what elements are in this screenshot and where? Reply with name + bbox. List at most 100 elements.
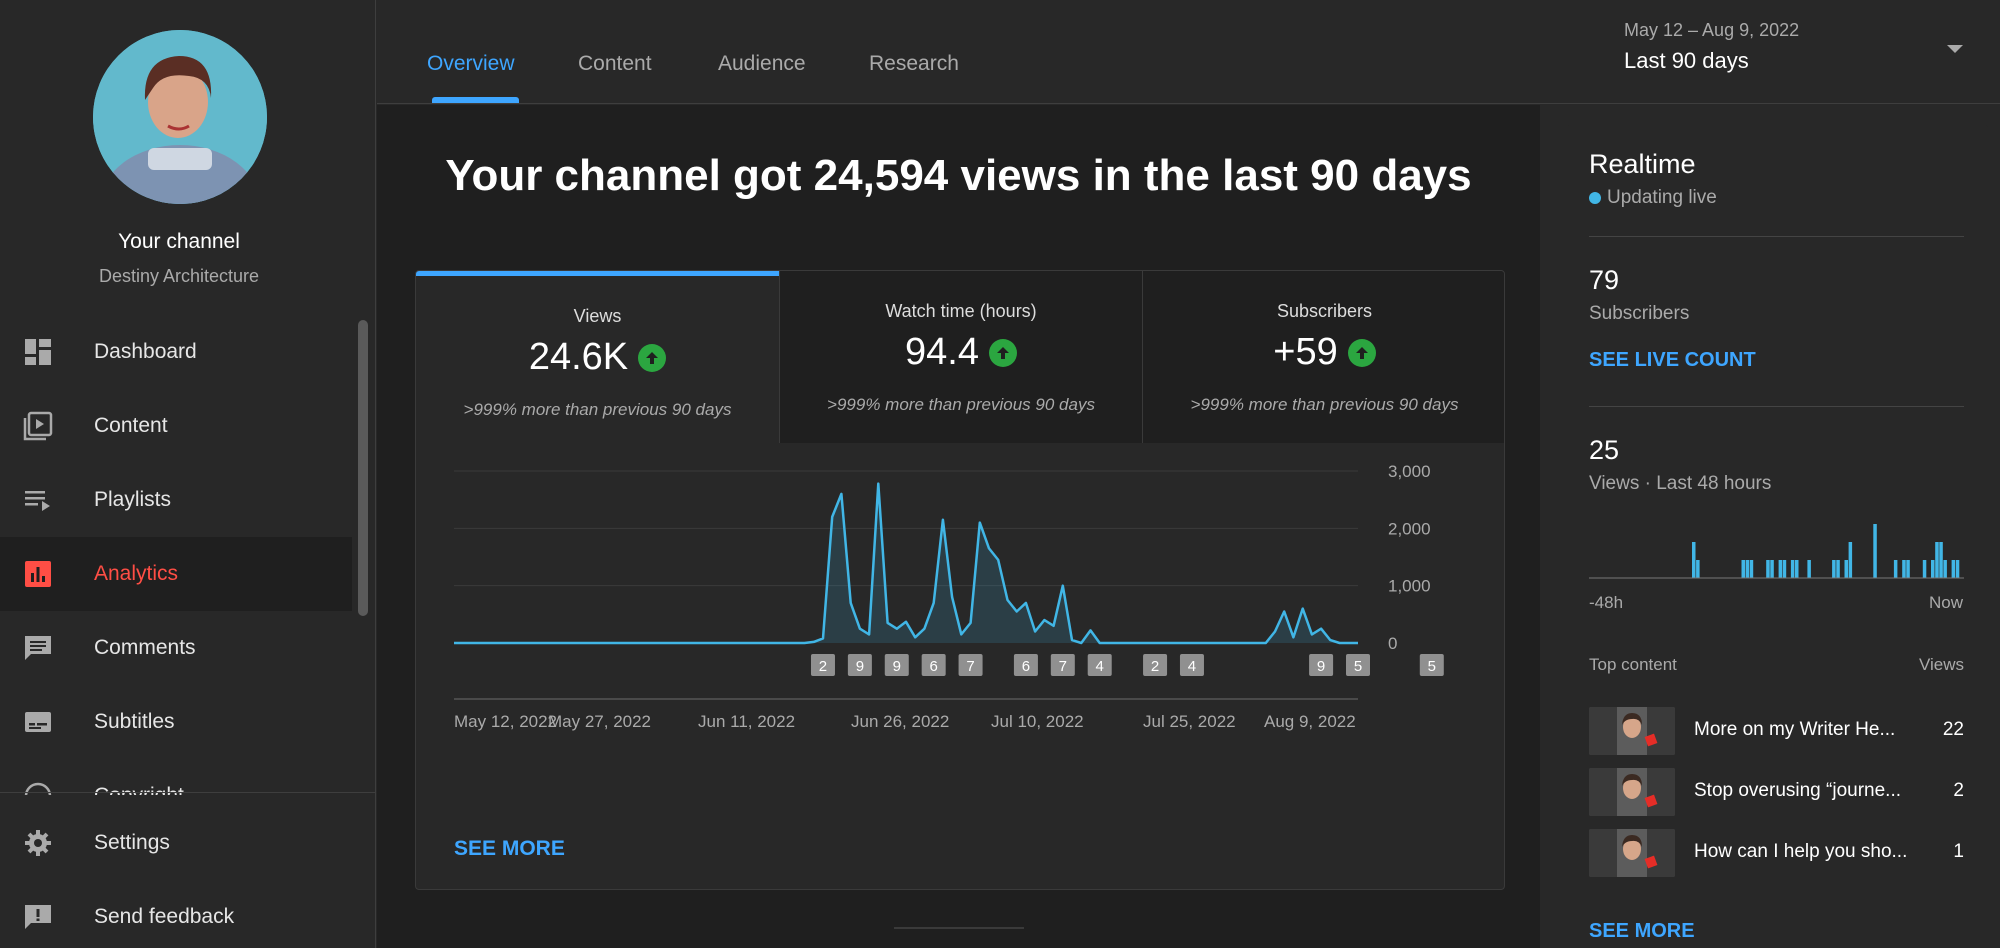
settings-label: Settings <box>94 831 170 854</box>
upload-marker <box>847 654 872 676</box>
y-tick-label: 2,000 <box>1388 519 1431 538</box>
realtime-bar <box>1749 560 1754 578</box>
sidebar-item-comments[interactable]: Comments <box>0 611 352 685</box>
upload-marker <box>1013 654 1038 676</box>
top-content-views-label: Views <box>1919 655 1965 674</box>
tab-research[interactable]: Research <box>869 52 959 75</box>
realtime-bar <box>1807 560 1811 578</box>
playlists-icon <box>22 484 54 516</box>
sidebar-item-label: Content <box>94 414 168 437</box>
sidebar-item-playlists[interactable]: Playlists <box>0 463 352 537</box>
realtime-bar <box>1943 560 1947 578</box>
y-tick-label: 1,000 <box>1388 577 1431 596</box>
top-content-label: Top content <box>1589 655 1677 674</box>
divider <box>894 927 1024 929</box>
realtime-bar <box>1692 542 1696 578</box>
upload-marker <box>1050 654 1075 676</box>
metric-label: Views <box>573 306 622 326</box>
sidebar-item-subtitles[interactable]: Subtitles <box>0 685 352 759</box>
realtime-title: Realtime <box>1589 149 1696 179</box>
upload-marker-label: 5 <box>1354 658 1362 675</box>
see-more-top-content-button[interactable]: SEE MORE <box>1589 920 1695 942</box>
tab-audience[interactable]: Audience <box>718 52 806 75</box>
sidebar-item-label: Copyright <box>94 784 184 795</box>
upload-marker <box>1309 654 1334 676</box>
chevron-down-icon[interactable] <box>1947 45 1963 53</box>
upload-marker-label: 6 <box>930 658 938 675</box>
sidebar-item-content[interactable]: Content <box>0 389 352 463</box>
metric-tab-subscribers[interactable]: Subscribers +59 >999% more than previous… <box>1142 271 1504 443</box>
tab-overview[interactable]: Overview <box>427 52 515 75</box>
upload-marker <box>1143 654 1168 676</box>
sidebar-item-label: Subtitles <box>94 710 175 733</box>
send-feedback-button[interactable]: Send feedback <box>0 880 352 948</box>
realtime-bar <box>1745 560 1750 578</box>
channel-name[interactable]: Destiny Architecture <box>98 266 260 286</box>
upload-marker-label: 2 <box>819 658 827 675</box>
upload-marker-label: 5 <box>1428 658 1436 675</box>
y-tick-label: 0 <box>1388 634 1397 653</box>
realtime-bar <box>1935 542 1939 578</box>
video-title: More on my Writer He... <box>1694 719 1896 740</box>
arrow-up-icon <box>988 338 1017 367</box>
sidebar-scrollbar[interactable] <box>358 320 368 616</box>
see-more-button[interactable]: SEE MORE <box>454 837 565 860</box>
top-content-row[interactable]: Stop overusing “journe... 2 <box>1589 768 1964 818</box>
divider <box>1589 406 1964 407</box>
realtime-bar <box>1766 560 1770 578</box>
realtime-bar-chart[interactable] <box>1589 515 1964 580</box>
arrow-up-icon <box>638 343 667 372</box>
metric-compare: >999% more than previous 90 days <box>1190 395 1459 414</box>
realtime-bar <box>1790 560 1795 578</box>
settings-button[interactable]: Settings <box>0 806 352 880</box>
sidebar-item-copyright[interactable]: Copyright <box>0 759 352 795</box>
top-content-row[interactable]: More on my Writer He... 22 <box>1589 707 1964 757</box>
realtime-axis-start: -48h <box>1589 593 1624 612</box>
see-live-count-button[interactable]: SEE LIVE COUNT <box>1589 349 1756 371</box>
realtime-bar <box>1906 560 1910 578</box>
date-range[interactable]: May 12 – Aug 9, 2022 <box>1624 20 1800 40</box>
realtime-bar <box>1782 560 1787 578</box>
x-tick-label: Jun 11, 2022 <box>698 712 795 731</box>
analytics-icon <box>22 558 54 590</box>
page-headline: Your channel got 24,594 views in the las… <box>445 151 1472 200</box>
feedback-icon <box>22 901 54 933</box>
metric-compare: >999% more than previous 90 days <box>827 395 1095 414</box>
video-thumbnail <box>1589 829 1675 877</box>
realtime-bar <box>1902 560 1906 578</box>
realtime-axis-end: Now <box>1929 593 1964 612</box>
views-chart[interactable]: 3,000 2,000 1,000 0 2 9 9 6 7 6 7 4 2 4 9 5 5 May 12, 202… <box>416 443 1505 813</box>
avatar[interactable] <box>93 30 267 204</box>
x-tick-label: Jul 10, 2022 <box>991 712 1084 731</box>
sidebar-item-analytics[interactable]: Analytics <box>0 537 352 611</box>
upload-marker <box>1346 654 1370 676</box>
tab-content[interactable]: Content <box>578 52 652 75</box>
sidebar-item-label: Analytics <box>94 562 179 585</box>
realtime-bar <box>1844 560 1848 578</box>
upload-marker <box>810 654 835 676</box>
realtime-bar <box>1770 560 1774 578</box>
video-views: 22 <box>1942 719 1964 740</box>
metric-value: 24.6K <box>528 336 629 378</box>
date-preset-dropdown[interactable]: Last 90 days <box>1624 48 1749 73</box>
realtime-bar <box>1931 560 1935 578</box>
dashboard-icon <box>22 336 54 368</box>
views-area <box>454 483 1358 643</box>
top-bar: Overview Content Audience Research May 1… <box>377 0 2000 104</box>
top-content-row[interactable]: How can I help you sho... 1 <box>1589 829 1964 879</box>
sidebar-item-dashboard[interactable]: Dashboard <box>0 315 352 389</box>
metric-label: Watch time (hours) <box>885 301 1037 321</box>
live-dot-icon <box>1589 192 1601 204</box>
realtime-bar <box>1795 560 1799 578</box>
metric-value: +59 <box>1273 331 1338 373</box>
metric-tab-views[interactable]: Views 24.6K >999% more than previous 90 … <box>416 271 779 443</box>
upload-marker-label: 9 <box>1317 658 1325 675</box>
metric-tab-watch-time[interactable]: Watch time (hours) 94.4 >999% more than … <box>779 271 1142 443</box>
video-views: 1 <box>1953 841 1964 862</box>
video-views: 2 <box>1953 780 1964 801</box>
realtime-bar <box>1893 560 1898 578</box>
sidebar-divider <box>0 792 375 793</box>
realtime-bar <box>1778 560 1783 578</box>
realtime-bar <box>1922 560 1927 578</box>
realtime-status: Updating live <box>1589 187 1717 209</box>
